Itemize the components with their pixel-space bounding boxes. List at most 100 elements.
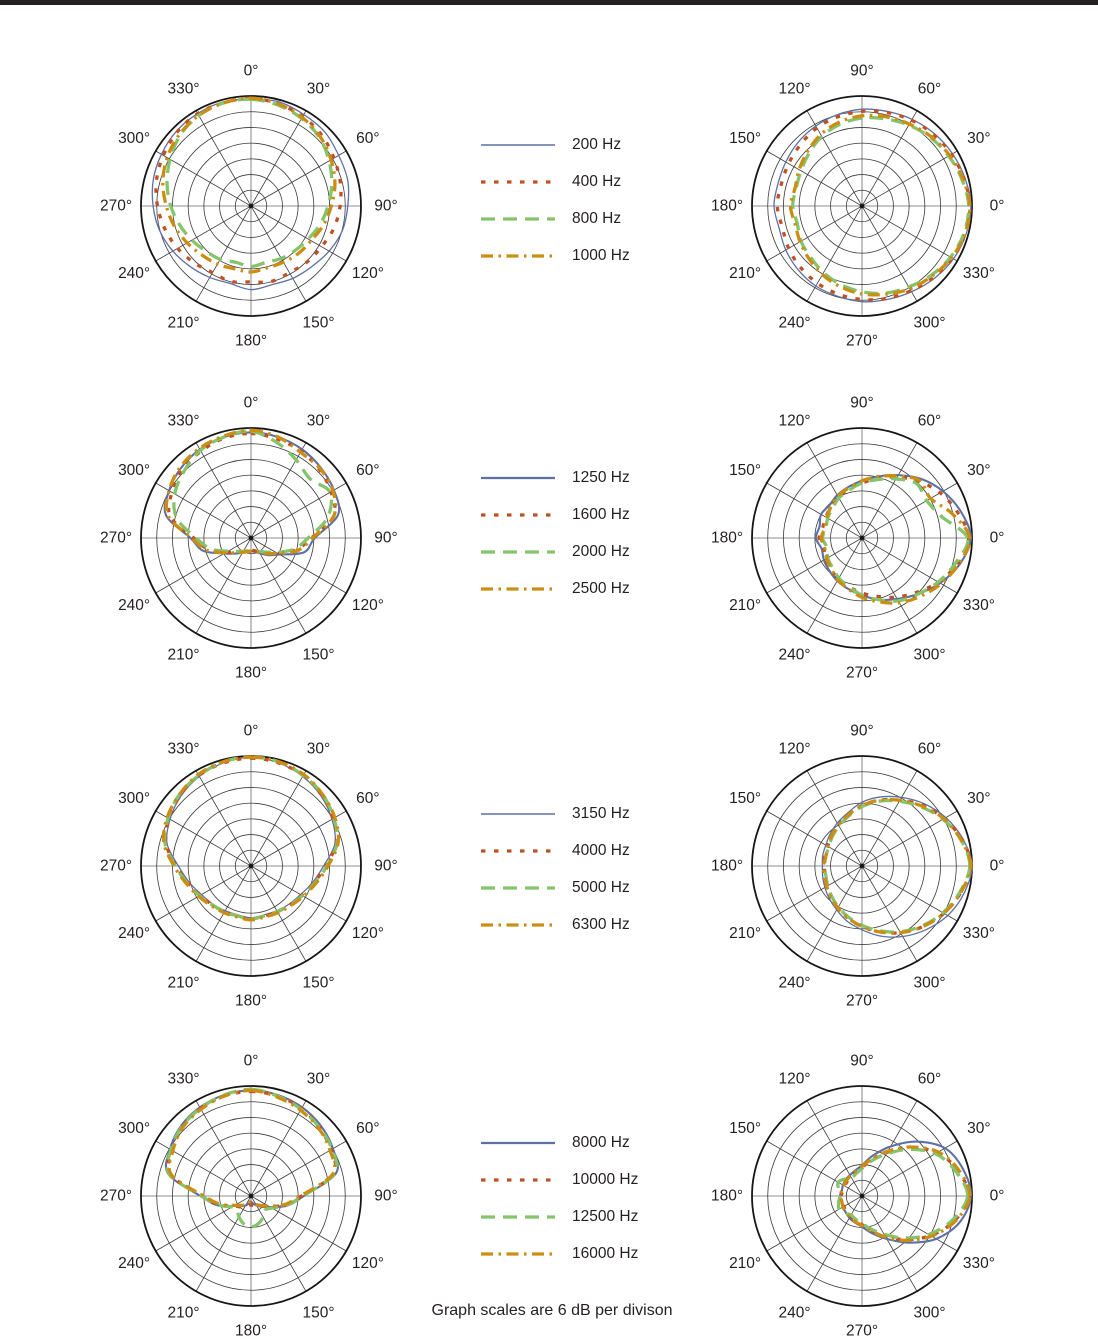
angle-label: 270° <box>100 1188 132 1205</box>
legend-line-sample-solid <box>481 1141 555 1144</box>
angle-label: 300° <box>118 790 150 807</box>
legend-label: 10000 Hz <box>572 1170 639 1188</box>
angle-label: 90° <box>850 1053 873 1070</box>
angle-label: 330° <box>167 1071 199 1088</box>
angle-label: 150° <box>302 314 334 331</box>
series-curve-1250-hz <box>814 473 972 601</box>
polar-division-ring <box>783 127 941 285</box>
polar-chart-row2-vertical: 0° 30° 60° 90° 120° 150° 180° 210° 240° 270° 300° 3… <box>702 378 1022 698</box>
angle-label: 240° <box>778 646 810 663</box>
angle-label: 0° <box>990 530 1005 547</box>
polar-grid-and-curves: 0° 30° 60° 90° 120° 150° 180° 210° 240° 270° 300° 3… <box>711 1053 1004 1340</box>
series-curve-6300-hz <box>821 797 973 935</box>
angle-label: 210° <box>167 646 199 663</box>
polar-division-ring <box>219 506 283 570</box>
polar-division-ring <box>798 1132 926 1260</box>
angle-label: 330° <box>963 265 995 282</box>
legend-line-sample-dashdot <box>481 922 555 927</box>
legend-label: 1000 Hz <box>572 246 630 264</box>
polar-outer-ring <box>140 427 362 649</box>
series-curve-2500-hz <box>819 474 972 605</box>
legend-row-4: 8000 Hz 10000 Hz 12500 Hz 16000 Hz <box>480 1124 710 1272</box>
angle-label: 330° <box>167 741 199 758</box>
angle-label: 180° <box>235 333 267 350</box>
angle-label: 180° <box>711 858 743 875</box>
legend-row-3: 3150 Hz 4000 Hz 5000 Hz 6300 Hz <box>480 795 710 943</box>
polar-outer-ring <box>751 427 973 649</box>
polar-division-ring <box>767 771 957 961</box>
polar-chart-row3-vertical: 0° 30° 60° 90° 120° 150° 180° 210° 240° 270° 300° 3… <box>702 706 1022 1026</box>
legend-item: 8000 Hz <box>480 1124 710 1161</box>
polar-division-ring <box>219 1164 283 1228</box>
polar-division-ring <box>783 787 941 945</box>
angle-label: 30° <box>967 1120 990 1137</box>
polar-division-ring <box>234 1179 268 1213</box>
polar-center-dot <box>248 535 254 541</box>
angle-label: 150° <box>302 646 334 663</box>
angle-label: 210° <box>729 597 761 614</box>
polar-division-ring <box>203 818 299 914</box>
legend-item: 2000 Hz <box>480 533 710 570</box>
angle-label: 210° <box>167 1304 199 1321</box>
series-curve-3150-hz <box>821 795 973 938</box>
angle-label: 150° <box>302 1304 334 1321</box>
angle-label: 330° <box>963 925 995 942</box>
polar-chart-row1-horizontal: 0° 30° 60° 90° 120° 150° 180° 210° 240° 270° 300° 3… <box>91 46 411 366</box>
legend-label: 800 Hz <box>572 209 622 227</box>
angle-label: 270° <box>100 530 132 547</box>
angle-label: 270° <box>846 1323 878 1340</box>
legend-item: 10000 Hz <box>480 1161 710 1198</box>
polar-center-dot <box>859 863 865 869</box>
series-curve-1000-hz <box>161 96 337 274</box>
polar-division-ring <box>814 818 910 914</box>
legend-item: 2500 Hz <box>480 570 710 607</box>
polar-chart-row2-horizontal: 0° 30° 60° 90° 120° 150° 180° 210° 240° 270° 300° 3… <box>91 378 411 698</box>
angle-label: 60° <box>356 130 379 147</box>
angle-label: 300° <box>913 1304 945 1321</box>
angle-label: 60° <box>356 1120 379 1137</box>
polar-division-ring <box>156 443 346 633</box>
polar-division-ring <box>187 142 315 270</box>
legend-label: 200 Hz <box>572 135 622 153</box>
angle-label: 30° <box>307 81 330 98</box>
polar-outer-ring <box>140 1085 362 1307</box>
polar-grid-and-curves: 0° 30° 60° 90° 120° 150° 180° 210° 240° 270° 300° 3… <box>100 1053 398 1340</box>
angle-label: 240° <box>778 314 810 331</box>
angle-label: 150° <box>729 1120 761 1137</box>
polar-division-ring <box>767 443 957 633</box>
angle-label: 240° <box>118 1255 150 1272</box>
angle-label: 210° <box>167 314 199 331</box>
polar-center-dot <box>859 203 865 209</box>
legend-item: 6300 Hz <box>480 906 710 943</box>
legend-label: 16000 Hz <box>572 1244 639 1262</box>
angle-label: 330° <box>963 1255 995 1272</box>
series-curve-2000-hz <box>172 429 334 555</box>
angle-label: 30° <box>307 413 330 430</box>
legend-line-sample-solid <box>481 143 555 146</box>
angle-label: 180° <box>235 665 267 682</box>
legend-line-sample-solid <box>481 812 555 815</box>
polar-center-dot <box>248 1193 254 1199</box>
angle-label: 300° <box>118 462 150 479</box>
series-curve-1600-hz <box>817 475 971 599</box>
angle-label: 120° <box>352 925 384 942</box>
polar-division-ring <box>172 459 330 617</box>
polar-chart-row4-vertical: 0° 30° 60° 90° 120° 150° 180° 210° 240° 270° 300° 3… <box>702 1036 1022 1340</box>
angle-label: 30° <box>967 130 990 147</box>
legend-line-sample-solid <box>481 476 555 479</box>
legend-row-1: 200 Hz 400 Hz 800 Hz 1000 Hz <box>480 126 710 274</box>
angle-label: 150° <box>302 974 334 991</box>
legend-item: 12500 Hz <box>480 1198 710 1235</box>
series-curve-800-hz <box>791 115 971 296</box>
polar-outer-ring <box>751 95 973 317</box>
polar-center-dot <box>248 203 254 209</box>
series-curve-1000-hz <box>788 113 972 297</box>
angle-label: 30° <box>307 1071 330 1088</box>
series-curve-200-hz <box>773 108 972 303</box>
angle-label: 240° <box>118 265 150 282</box>
legend-item: 1250 Hz <box>480 459 710 496</box>
legend-item: 1600 Hz <box>480 496 710 533</box>
angle-label: 90° <box>374 1188 397 1205</box>
angle-label: 60° <box>356 790 379 807</box>
